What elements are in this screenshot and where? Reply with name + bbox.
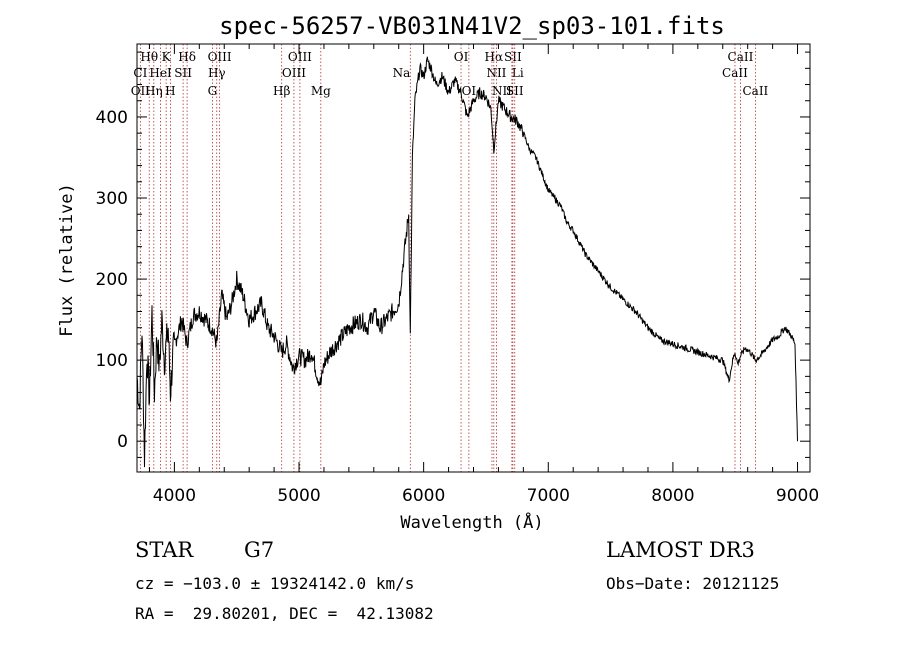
y-tick-label: 100 (96, 351, 128, 371)
line-marker-label: Hδ (178, 50, 196, 64)
line-marker-label: Na (393, 66, 411, 80)
line-marker-label: NII (492, 84, 512, 98)
line-marker-label: SII (504, 50, 522, 64)
line-marker-label: K (162, 50, 172, 64)
y-tick-label: 200 (96, 270, 128, 290)
line-marker-label: CaII (742, 84, 768, 98)
line-marker-label: Hγ (208, 66, 226, 80)
line-marker-label: OIII (282, 66, 306, 80)
line-marker-label: H (165, 84, 175, 98)
chart-title: spec-56257-VB031N41V2_sp03-101.fits (219, 12, 725, 40)
line-marker-label: Hη (145, 84, 163, 98)
line-marker-label: OI (454, 50, 469, 64)
line-marker-label: CaII (728, 50, 754, 64)
line-marker-label: OIII (288, 50, 312, 64)
line-marker-label: NII (486, 66, 506, 80)
star-class-label: STAR (135, 538, 194, 562)
line-marker-label: Li (512, 66, 524, 80)
y-tick-label: 0 (117, 432, 128, 452)
y-tick-label: 300 (96, 189, 128, 209)
line-marker-label: OIII (208, 50, 232, 64)
survey-label: LAMOST DR3 (606, 538, 755, 562)
plot-frame (136, 43, 811, 473)
line-marker-label: Hθ (140, 50, 158, 64)
line-marker-label: OI (462, 84, 477, 98)
x-tick-label: 6000 (402, 486, 445, 506)
line-marker-label: G (208, 84, 218, 98)
x-axis: 4000 5000 6000 7000 8000 9000 (148, 44, 819, 506)
x-tick-label: 4000 (153, 486, 196, 506)
x-tick-label: 5000 (277, 486, 320, 506)
y-tick-label: 400 (96, 108, 128, 128)
x-tick-label: 8000 (651, 486, 694, 506)
line-marker-label: OII (131, 84, 151, 98)
x-tick-label: 9000 (776, 486, 819, 506)
spectrum-series-line (136, 56, 798, 468)
line-marker-label: SII (506, 84, 524, 98)
line-marker-label: HeI (149, 66, 172, 80)
line-marker-label: Mg (311, 84, 331, 98)
line-marker-label: CaII (722, 66, 748, 80)
star-subclass: G7 (244, 538, 275, 562)
line-marker-label: Hβ (273, 84, 290, 98)
line-marker-label: Hα (485, 50, 504, 64)
redshift-readout: cz = −103.0 ± 19324142.0 km/s (135, 574, 415, 593)
line-marker-label: SII (174, 66, 192, 80)
x-tick-label: 7000 (527, 486, 570, 506)
coordinates-readout: RA = 29.80201, DEC = 42.13082 (135, 604, 434, 623)
observation-date: Obs−Date: 20121125 (606, 574, 780, 593)
x-axis-label: Wavelength (Å) (400, 511, 543, 533)
y-axis: 0 100 200 300 400 (96, 51, 810, 458)
y-axis-label: Flux (relative) (57, 183, 77, 337)
